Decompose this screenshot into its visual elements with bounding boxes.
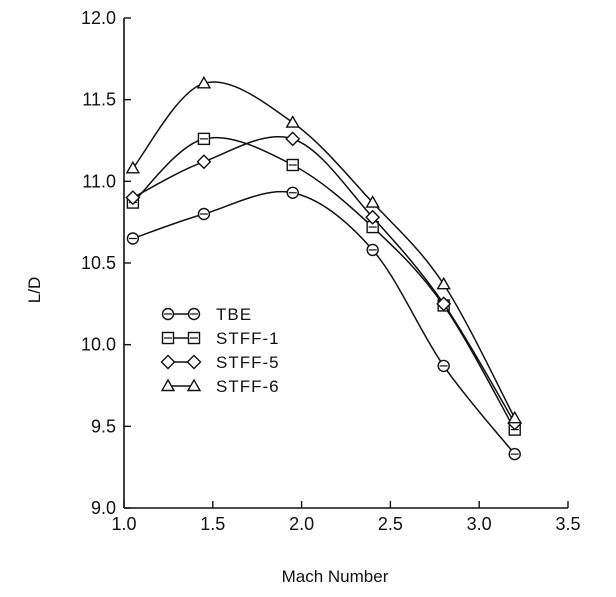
legend-label: STFF-5 xyxy=(216,353,280,372)
data-point xyxy=(125,160,141,174)
legend-label: STFF-1 xyxy=(216,329,280,348)
legend: TBE STFF-1 STFF-5 STFF-6 xyxy=(160,305,280,396)
data-point xyxy=(286,158,299,172)
data-point xyxy=(286,186,299,199)
y-axis-label: L/D xyxy=(25,277,44,303)
axes: 9.0 9.5 10.0 10.5 11.0 11.5 12.0 1.0 1.5 2.0 2.5 3.… xyxy=(81,8,581,534)
y-tick-label: 11.5 xyxy=(82,90,116,110)
legend-marker xyxy=(160,354,176,370)
legend-marker xyxy=(160,378,176,392)
data-point xyxy=(436,276,451,290)
legend-marker xyxy=(186,378,202,392)
legend-marker xyxy=(161,331,175,345)
legend-item: STFF-1 xyxy=(161,329,280,348)
x-tick-label: 2.0 xyxy=(289,514,314,534)
legend-marker xyxy=(186,354,202,370)
series-layer xyxy=(125,75,523,461)
data-point xyxy=(197,132,211,146)
y-tick-label: 10.5 xyxy=(81,253,116,273)
data-point xyxy=(365,195,380,208)
data-point xyxy=(126,232,140,245)
legend-marker xyxy=(187,307,201,321)
x-tick-label: 3.5 xyxy=(555,514,580,534)
series-line xyxy=(132,136,516,430)
data-point xyxy=(507,410,522,424)
data-point xyxy=(285,131,301,147)
data-point xyxy=(437,359,450,373)
legend-item: TBE xyxy=(161,305,252,324)
data-point xyxy=(125,190,141,206)
y-tick-label: 11.0 xyxy=(82,171,116,191)
x-axis-label: Mach Number xyxy=(282,567,389,586)
series-line xyxy=(132,190,516,455)
data-point xyxy=(196,75,212,89)
y-tick-label: 12.0 xyxy=(81,8,116,28)
series-line xyxy=(132,136,516,424)
data-point xyxy=(197,207,211,221)
y-tick-label: 10.0 xyxy=(81,335,116,355)
x-tick-label: 2.5 xyxy=(378,514,403,534)
legend-label: TBE xyxy=(216,305,252,324)
series-stff-5 xyxy=(125,131,523,431)
data-point xyxy=(365,209,381,225)
series-tbe xyxy=(126,186,521,461)
y-tick-label: 9.5 xyxy=(91,416,116,436)
data-point xyxy=(508,447,521,461)
y-tick-label: 9.0 xyxy=(91,498,116,518)
legend-marker xyxy=(187,331,201,345)
legend-item: STFF-5 xyxy=(160,353,280,372)
x-tick-label: 1.5 xyxy=(200,514,225,534)
x-tick-label: 1.0 xyxy=(111,514,136,534)
data-point xyxy=(196,154,212,170)
series-line xyxy=(132,81,516,419)
data-point xyxy=(285,115,300,128)
legend-marker xyxy=(161,307,175,321)
legend-label: STFF-6 xyxy=(216,377,280,396)
x-tick-label: 3.0 xyxy=(467,514,492,534)
series-stff-6 xyxy=(125,75,522,424)
data-point xyxy=(436,296,452,312)
legend-item: STFF-6 xyxy=(160,377,280,396)
data-point xyxy=(366,243,379,257)
